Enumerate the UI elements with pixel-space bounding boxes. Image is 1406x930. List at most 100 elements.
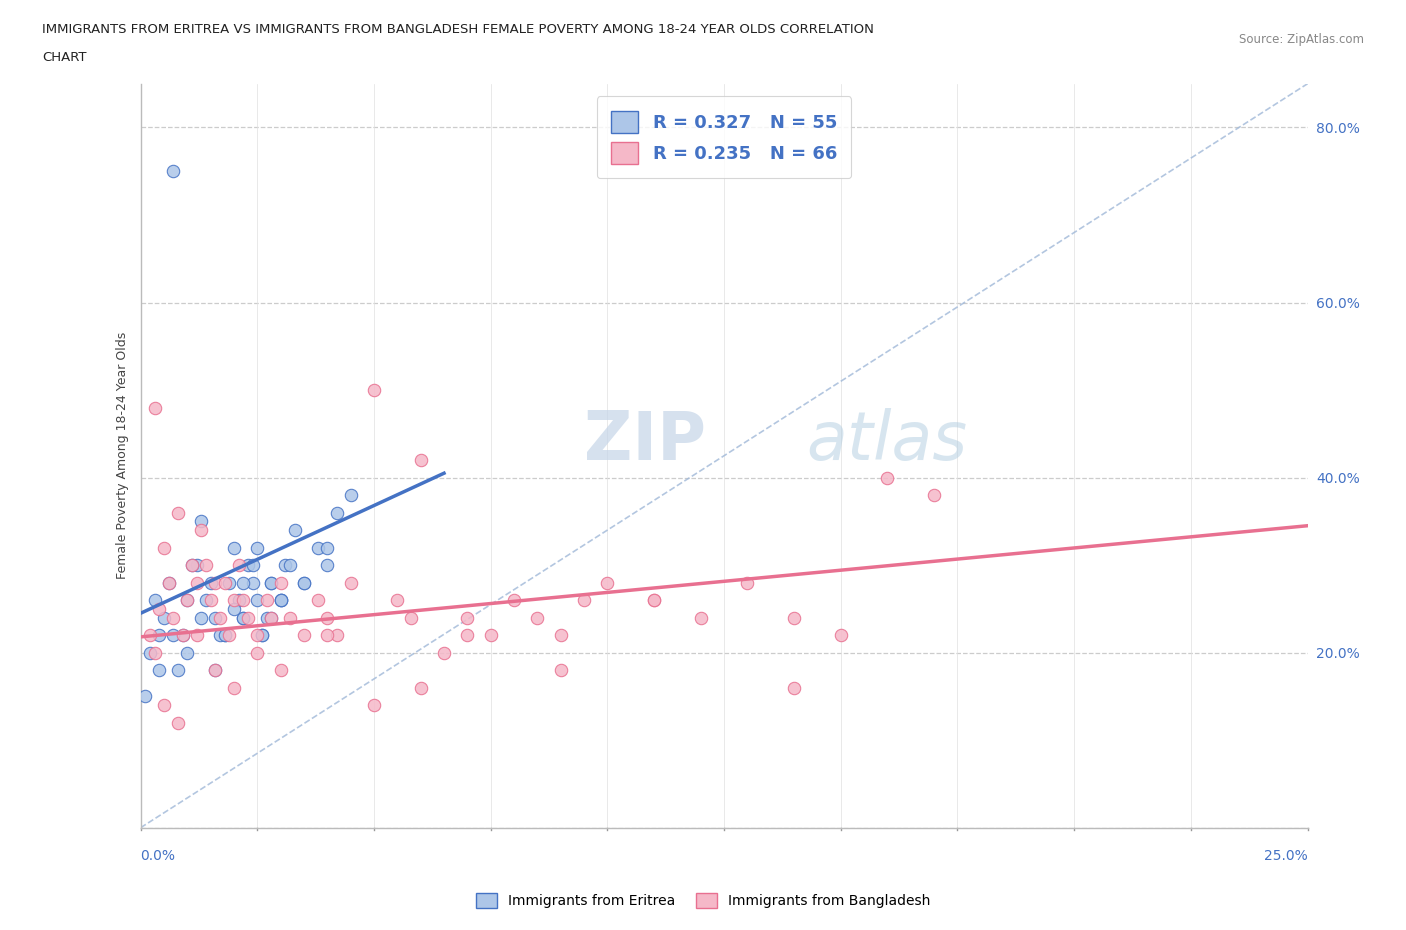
Point (260, 575, 283, 590)
Point (260, 610, 283, 625)
Point (232, 610, 254, 625)
Point (167, 663, 190, 678)
Point (194, 558, 217, 573)
Point (256, 592, 278, 607)
Point (270, 663, 292, 678)
Point (236, 558, 259, 573)
Point (218, 628, 240, 643)
Point (316, 628, 339, 643)
Text: 0.0%: 0.0% (141, 849, 176, 863)
Point (292, 575, 315, 590)
Point (200, 575, 222, 590)
Point (307, 540, 329, 555)
Point (316, 610, 339, 625)
Point (292, 628, 315, 643)
Point (409, 680, 432, 695)
Point (325, 628, 347, 643)
Point (232, 592, 254, 607)
Legend: R = 0.327   N = 55, R = 0.235   N = 66: R = 0.327 N = 55, R = 0.235 N = 66 (596, 97, 852, 179)
Point (167, 505, 190, 520)
Point (190, 610, 212, 625)
Text: 25.0%: 25.0% (1264, 849, 1308, 863)
Point (148, 663, 170, 678)
Point (292, 575, 315, 590)
Point (204, 610, 226, 625)
Point (153, 610, 176, 625)
Point (737, 575, 759, 590)
Point (214, 628, 236, 643)
Y-axis label: Female Poverty Among 18-24 Year Olds: Female Poverty Among 18-24 Year Olds (117, 332, 129, 579)
Point (246, 645, 269, 660)
Point (242, 558, 264, 573)
Point (222, 602, 245, 617)
Point (246, 628, 269, 643)
Legend: Immigrants from Eritrea, Immigrants from Bangladesh: Immigrants from Eritrea, Immigrants from… (470, 888, 936, 914)
Point (139, 628, 162, 643)
Point (186, 628, 208, 643)
Point (270, 592, 292, 607)
Point (278, 610, 301, 625)
Point (176, 592, 198, 607)
Point (208, 610, 231, 625)
Text: Source: ZipAtlas.com: Source: ZipAtlas.com (1239, 33, 1364, 46)
Point (172, 628, 194, 643)
Point (274, 558, 297, 573)
Point (172, 628, 194, 643)
Point (157, 575, 180, 590)
Point (204, 663, 226, 678)
Text: CHART: CHART (42, 51, 87, 64)
Point (456, 628, 478, 643)
Point (186, 575, 208, 590)
Point (572, 592, 595, 607)
Text: IMMIGRANTS FROM ERITREA VS IMMIGRANTS FROM BANGLADESH FEMALE POVERTY AMONG 18-24: IMMIGRANTS FROM ERITREA VS IMMIGRANTS FR… (42, 23, 875, 36)
Point (260, 575, 283, 590)
Point (689, 610, 711, 625)
Point (643, 592, 665, 607)
Point (157, 575, 180, 590)
Point (167, 715, 190, 730)
Point (284, 523, 307, 538)
Point (181, 558, 204, 573)
Point (143, 645, 166, 660)
Point (325, 505, 347, 520)
Point (339, 575, 361, 590)
Point (550, 663, 572, 678)
Point (246, 592, 269, 607)
Point (783, 680, 806, 695)
Point (246, 540, 269, 555)
Point (232, 575, 254, 590)
Point (162, 610, 184, 625)
Point (162, 628, 184, 643)
Point (316, 558, 339, 573)
Point (363, 382, 385, 397)
Point (783, 610, 806, 625)
Point (256, 610, 278, 625)
Point (316, 540, 339, 555)
Point (270, 592, 292, 607)
Point (401, 610, 423, 625)
Point (228, 558, 250, 573)
Point (232, 610, 254, 625)
Point (830, 628, 852, 643)
Point (270, 575, 292, 590)
Point (214, 575, 236, 590)
Point (526, 610, 548, 625)
Point (204, 663, 226, 678)
Point (643, 592, 665, 607)
Point (433, 645, 456, 660)
Point (503, 592, 526, 607)
Point (307, 592, 329, 607)
Point (363, 698, 385, 712)
Point (409, 453, 432, 468)
Point (387, 592, 409, 607)
Point (242, 575, 264, 590)
Point (218, 575, 240, 590)
Point (204, 575, 226, 590)
Point (143, 592, 166, 607)
Point (270, 592, 292, 607)
Text: ZIP: ZIP (583, 408, 706, 473)
Point (153, 698, 176, 712)
Point (250, 628, 273, 643)
Point (208, 628, 231, 643)
Point (228, 592, 250, 607)
